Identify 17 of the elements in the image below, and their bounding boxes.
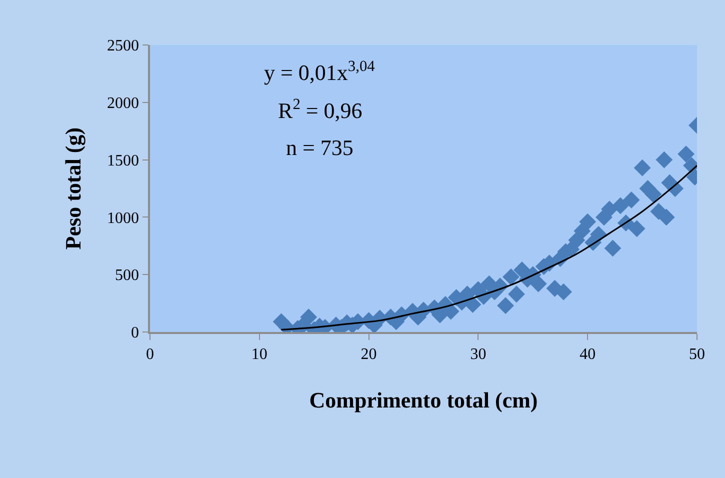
annotation: n = 735 [286, 135, 354, 160]
y-tick-label: 1500 [107, 152, 140, 170]
x-tick-label: 30 [470, 346, 486, 363]
y-tick-label: 1000 [107, 210, 140, 227]
annotation: y = 0,01x$^{3,04}$ [264, 58, 376, 86]
x-tick-label: 50 [689, 346, 705, 363]
y-tick-label: 2500 [107, 38, 140, 55]
x-tick-label: 10 [251, 346, 268, 363]
x-tick-label: 20 [360, 346, 377, 363]
y-tick-label: 500 [115, 267, 140, 284]
y-tick-label: 2000 [107, 95, 140, 112]
y-axis-title: Peso total (g) [60, 127, 86, 250]
x-axis-title: Comprimento total (cm) [309, 387, 538, 412]
x-tick-label: 40 [580, 346, 596, 363]
x-tick-label: 0 [146, 346, 154, 363]
annotation: R$^{2}$ = 0,96 [278, 96, 362, 124]
y-tick-label: 0 [131, 324, 140, 342]
